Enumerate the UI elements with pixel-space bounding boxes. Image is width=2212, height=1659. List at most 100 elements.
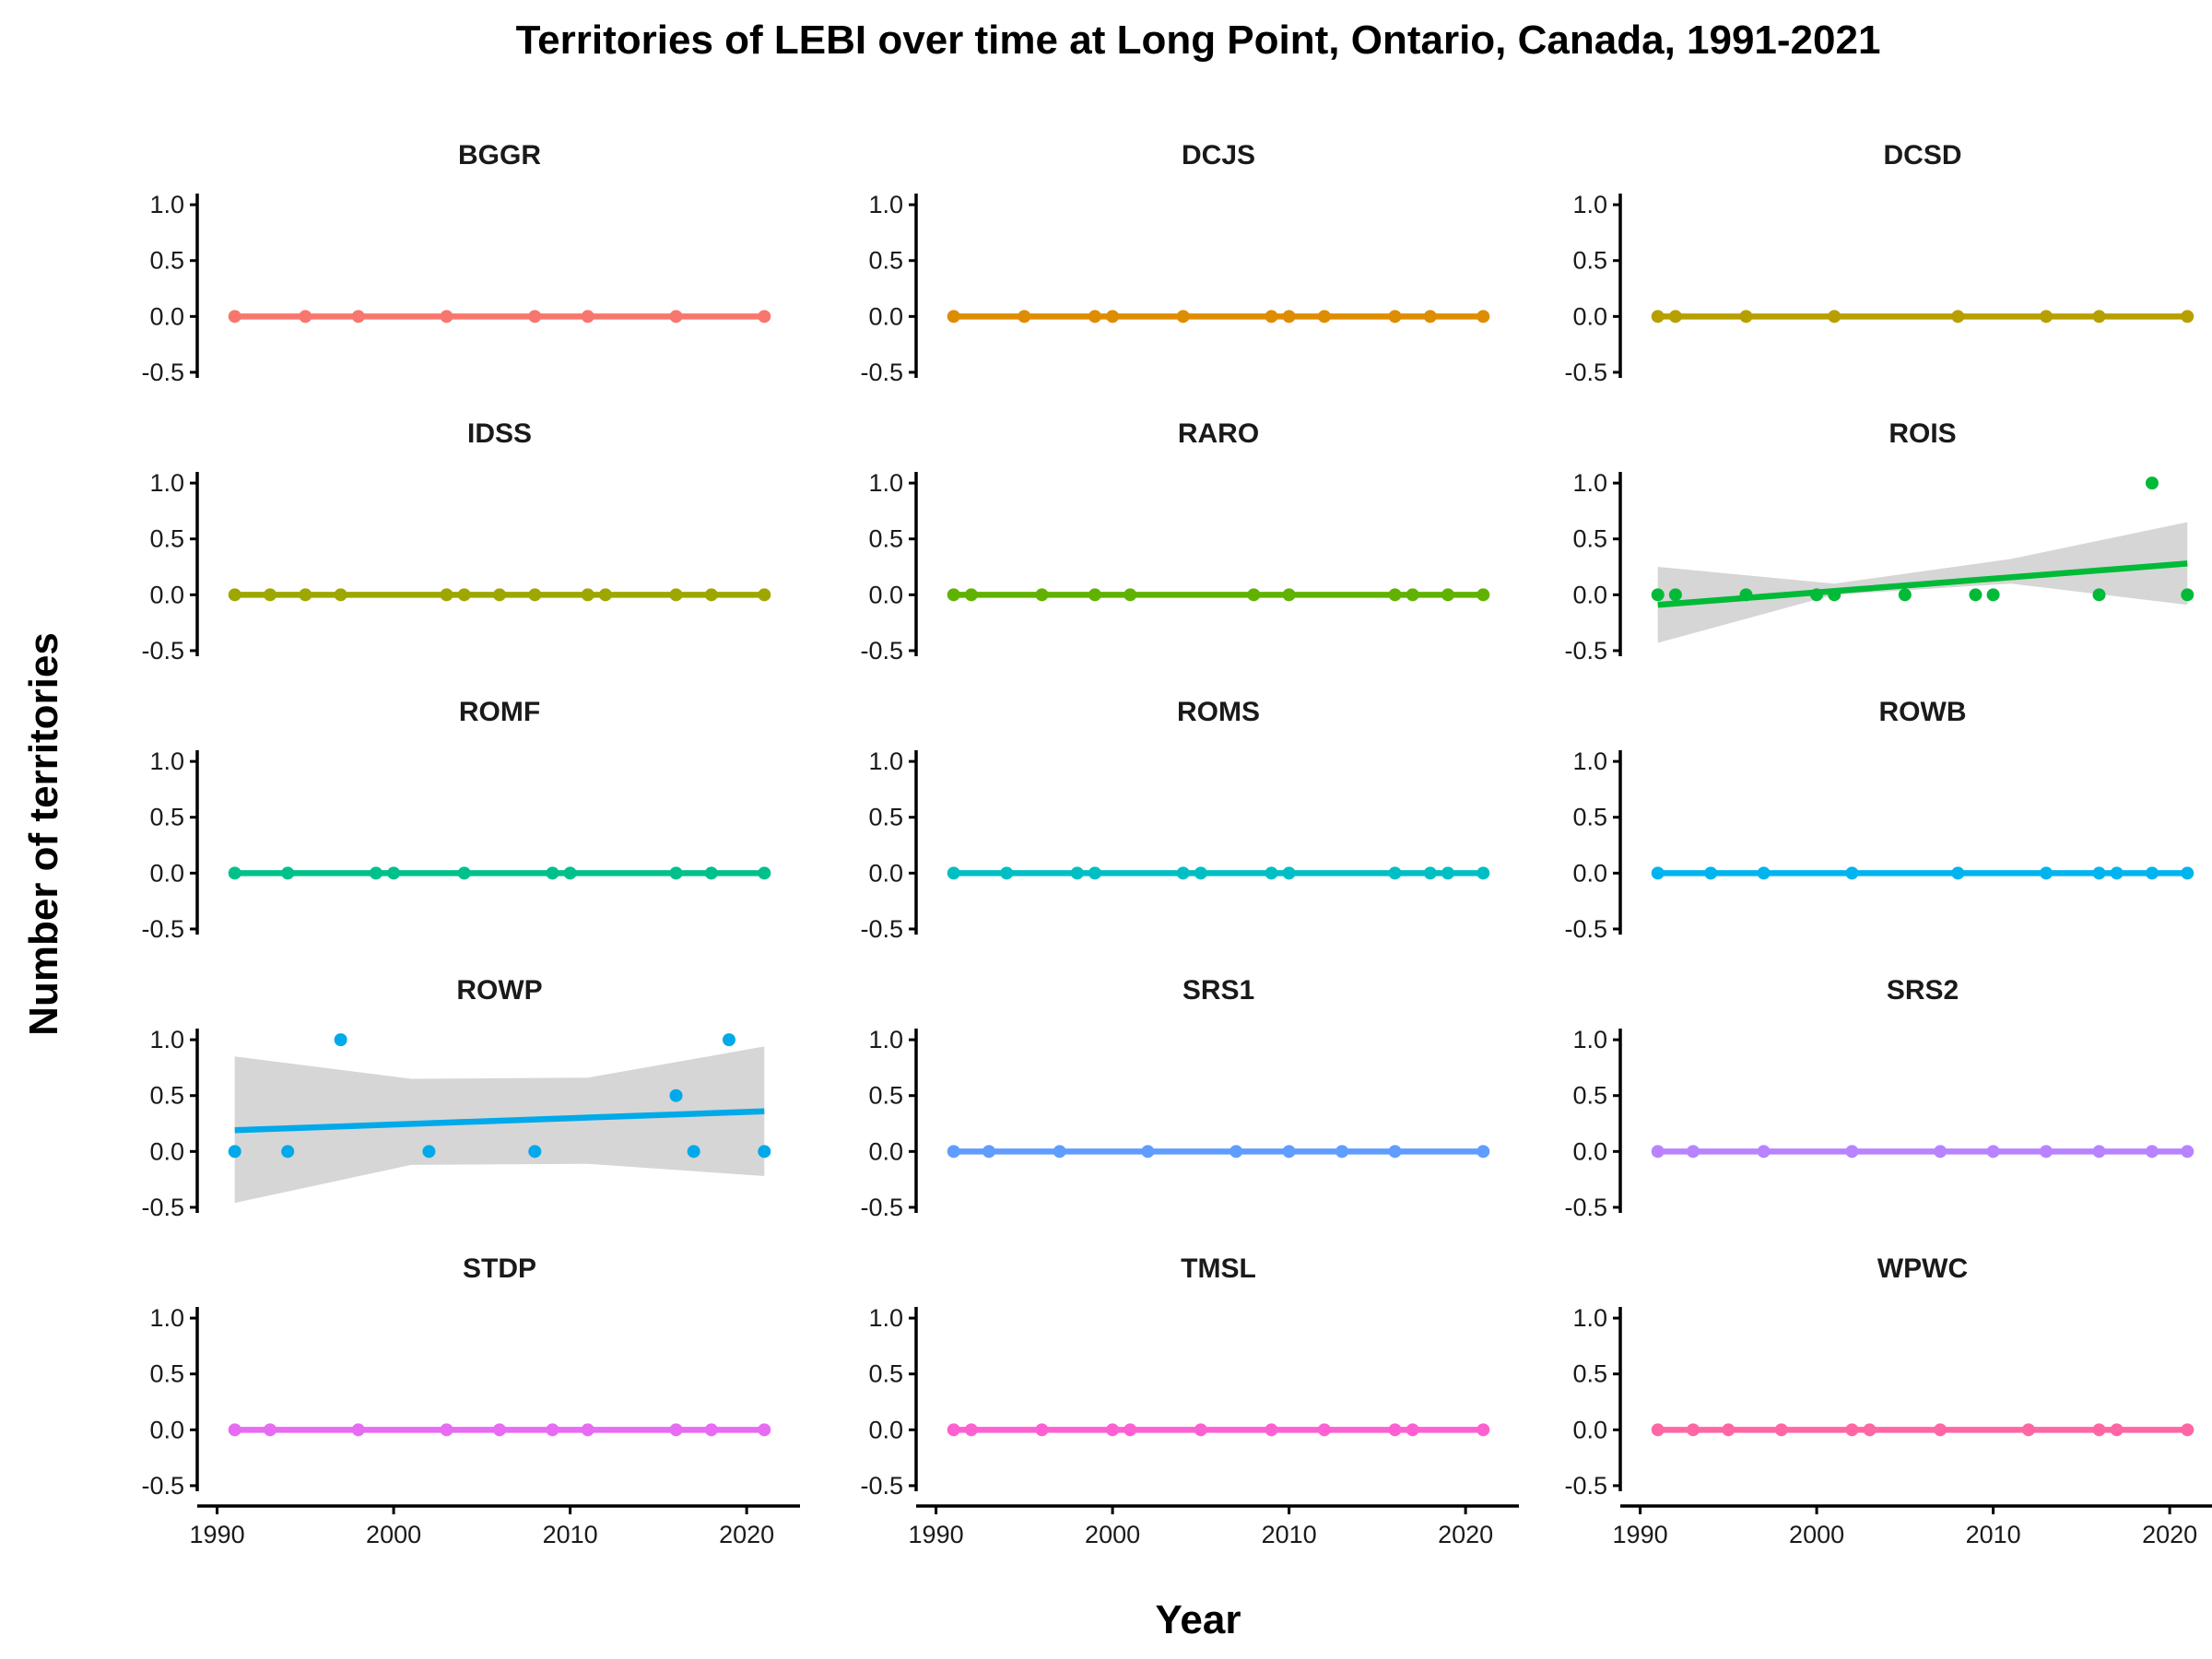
data-point — [1951, 310, 1965, 324]
data-point — [1124, 588, 1137, 602]
strip-label: ROMF — [459, 697, 540, 727]
data-point — [299, 310, 312, 324]
data-point — [2181, 588, 2194, 602]
data-point — [1687, 1423, 1700, 1437]
y-tick-label: 0.5 — [1572, 247, 1607, 275]
data-point — [1757, 1145, 1771, 1159]
panel-stdp: STDP -0.5 0.0 0.5 1.0 1990 2000 2010 2020 — [141, 1253, 800, 1548]
data-point — [281, 866, 295, 880]
y-tick-label: -0.5 — [860, 915, 903, 943]
panel-dcjs: DCJS -0.5 0.0 0.5 1.0 — [860, 140, 1490, 386]
y-tick-label: 0.0 — [1572, 302, 1607, 330]
data-point — [228, 1423, 241, 1437]
y-tick-label: 0.5 — [1572, 1360, 1607, 1388]
data-point — [2181, 310, 2194, 324]
data-point — [546, 866, 559, 880]
data-point — [1388, 1145, 1402, 1159]
data-point — [1845, 1145, 1859, 1159]
data-point — [964, 588, 978, 602]
y-axis-title: Number of territories — [21, 632, 66, 1036]
data-point — [1651, 588, 1665, 602]
strip-label: ROWP — [456, 975, 542, 1006]
data-point — [1969, 588, 1983, 602]
data-point — [528, 310, 542, 324]
x-tick-label: 2000 — [366, 1521, 421, 1548]
data-point — [2092, 310, 2106, 324]
strip-label: ROWB — [1879, 697, 1967, 727]
data-point — [758, 866, 771, 880]
strip-label: SRS1 — [1182, 975, 1254, 1006]
data-point — [1739, 588, 1753, 602]
data-point — [387, 866, 401, 880]
data-point — [1687, 1145, 1700, 1159]
data-point — [2021, 1423, 2035, 1437]
data-point — [2145, 866, 2159, 880]
data-point — [334, 588, 347, 602]
data-point — [1477, 1423, 1490, 1437]
data-point — [1265, 1423, 1278, 1437]
data-point — [1845, 866, 1859, 880]
y-tick-label: 0.5 — [868, 247, 903, 275]
confidence-band — [234, 1046, 765, 1204]
data-point — [1477, 310, 1490, 324]
data-point — [1035, 588, 1049, 602]
y-tick-label: 0.5 — [1572, 804, 1607, 831]
data-point — [598, 588, 612, 602]
y-tick-label: 0.0 — [868, 859, 903, 887]
data-point — [1282, 310, 1296, 324]
data-point — [669, 588, 683, 602]
data-point — [1739, 310, 1753, 324]
data-point — [2181, 1423, 2194, 1437]
x-tick-label: 2000 — [1085, 1521, 1140, 1548]
data-point — [1986, 588, 2000, 602]
x-tick-label: 2000 — [1789, 1521, 1844, 1548]
data-point — [1388, 866, 1402, 880]
x-tick-label: 1990 — [1613, 1521, 1668, 1548]
y-tick-label: 0.0 — [149, 302, 184, 330]
y-tick-label: -0.5 — [141, 1472, 184, 1500]
data-point — [947, 1145, 960, 1159]
y-tick-label: 0.5 — [868, 1360, 903, 1388]
data-point — [1176, 310, 1190, 324]
data-point — [351, 310, 365, 324]
data-point — [1668, 588, 1682, 602]
y-tick-label: 0.5 — [1572, 1082, 1607, 1110]
y-tick-label: -0.5 — [1564, 1472, 1607, 1500]
data-point — [964, 1423, 978, 1437]
data-point — [581, 588, 594, 602]
y-tick-label: 1.0 — [149, 1026, 184, 1053]
data-point — [299, 588, 312, 602]
y-tick-label: -0.5 — [1564, 359, 1607, 386]
panel-romf: ROMF -0.5 0.0 0.5 1.0 — [141, 697, 771, 943]
data-point — [1828, 588, 1841, 602]
data-point — [581, 310, 594, 324]
y-tick-label: 0.0 — [868, 1416, 903, 1443]
data-point — [1441, 866, 1454, 880]
panel-idss: IDSS -0.5 0.0 0.5 1.0 — [141, 418, 771, 665]
data-point — [1934, 1423, 1947, 1437]
data-point — [1194, 866, 1207, 880]
y-tick-label: 1.0 — [868, 469, 903, 497]
y-tick-label: 0.0 — [149, 859, 184, 887]
data-point — [1018, 310, 1031, 324]
y-tick-label: 0.5 — [868, 525, 903, 553]
y-tick-label: 0.0 — [149, 1137, 184, 1165]
data-point — [228, 1145, 241, 1159]
data-point — [228, 588, 241, 602]
y-tick-label: 1.0 — [868, 191, 903, 218]
strip-label: DCJS — [1182, 140, 1255, 171]
data-point — [2040, 310, 2053, 324]
y-tick-label: 1.0 — [149, 469, 184, 497]
data-point — [1845, 1423, 1859, 1437]
data-point — [493, 1423, 506, 1437]
data-point — [1757, 866, 1771, 880]
y-tick-label: -0.5 — [141, 1194, 184, 1221]
data-point — [1388, 588, 1402, 602]
data-point — [1986, 1145, 2000, 1159]
y-tick-label: 0.5 — [149, 804, 184, 831]
data-point — [1000, 866, 1014, 880]
x-tick-label: 2020 — [719, 1521, 774, 1548]
data-point — [1704, 866, 1718, 880]
data-point — [457, 588, 471, 602]
